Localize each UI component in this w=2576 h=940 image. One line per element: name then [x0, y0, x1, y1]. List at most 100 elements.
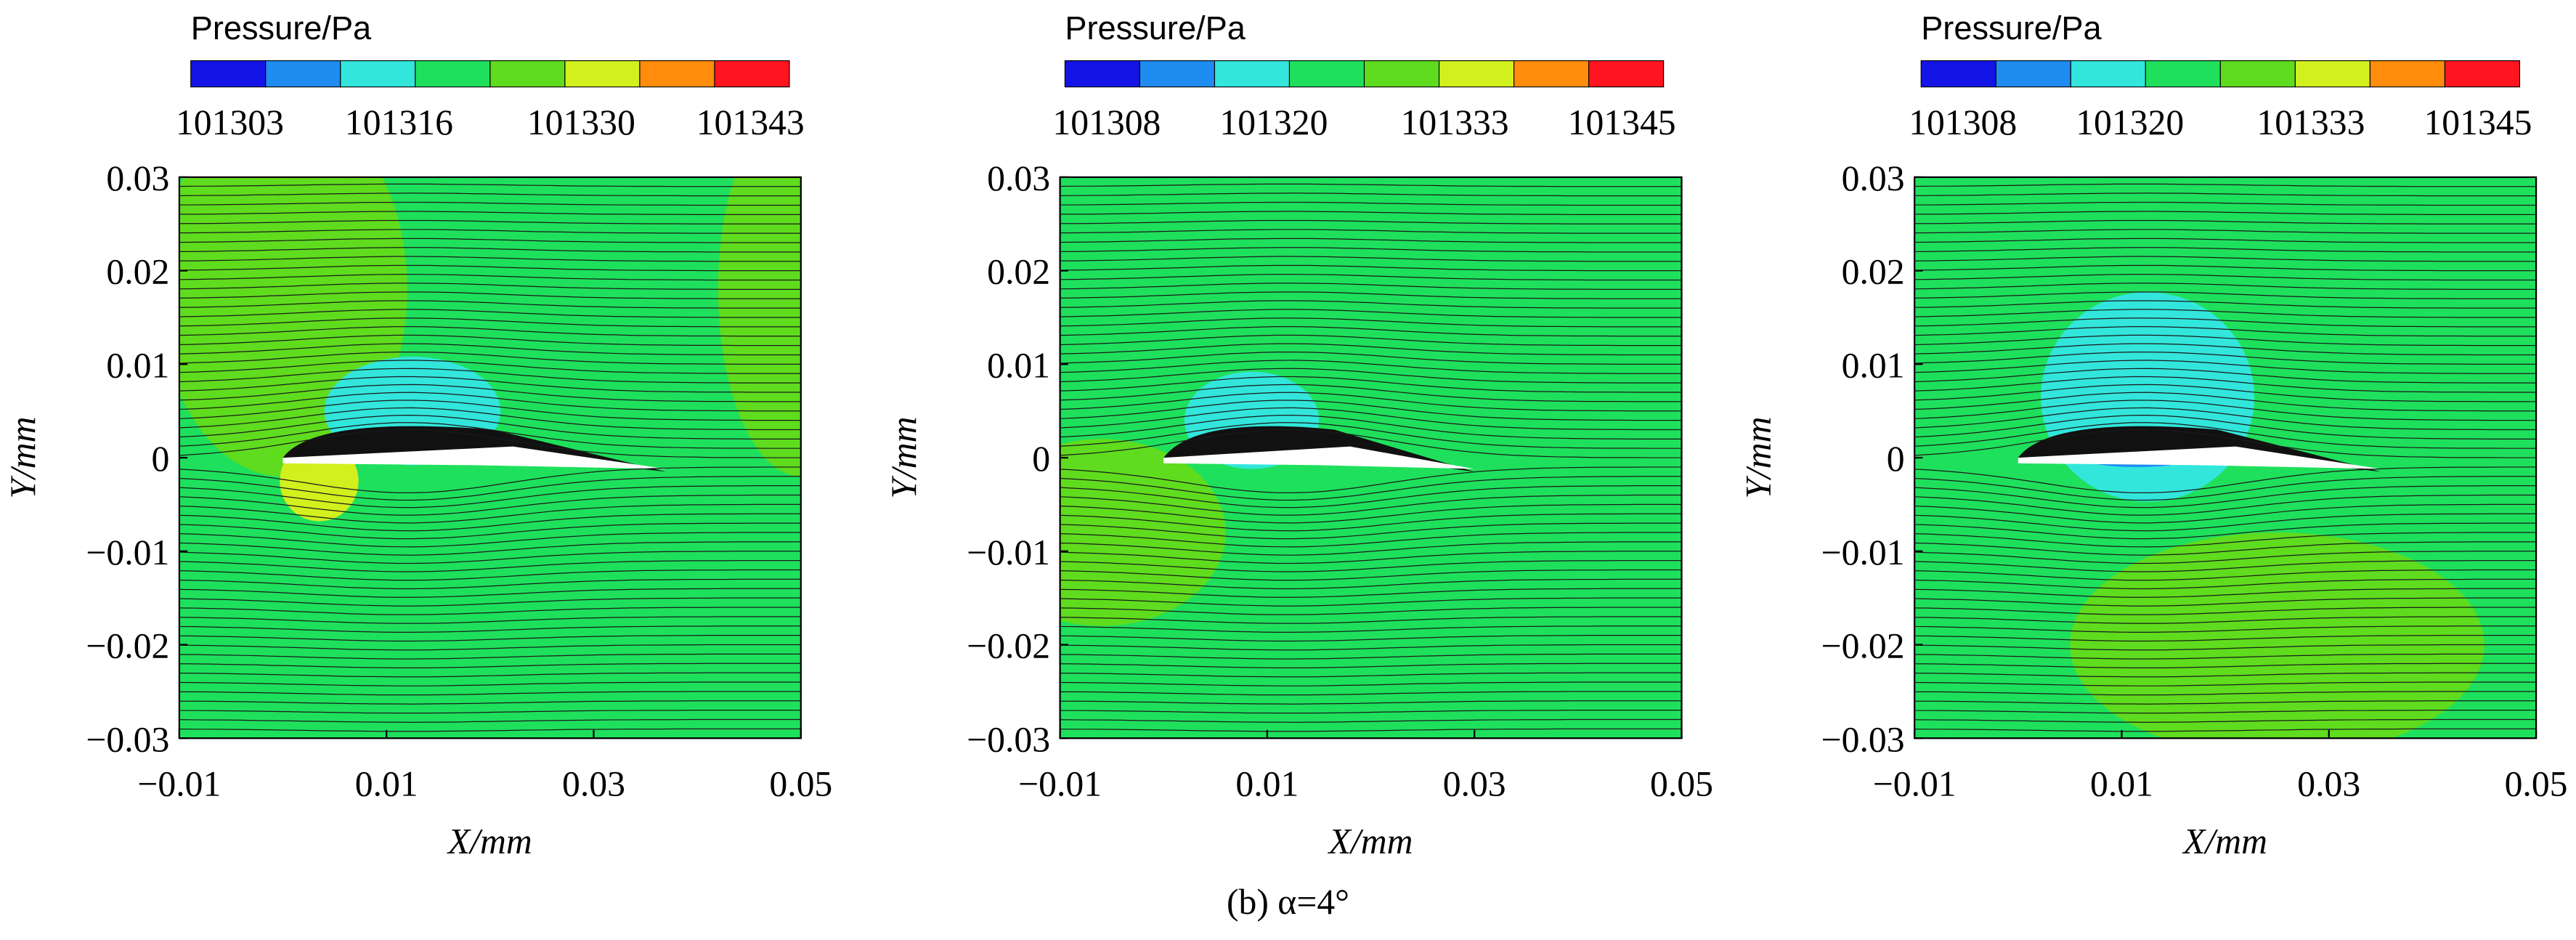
streamline — [1060, 700, 1682, 705]
colorbar-title: Pressure/Pa — [1065, 9, 1246, 46]
airfoil — [2018, 446, 2381, 469]
colorbar-swatch — [1995, 60, 2071, 88]
streamline — [1914, 588, 2537, 598]
streamline — [1914, 653, 2537, 660]
streamline — [1914, 360, 2537, 374]
streamline — [1060, 588, 1682, 598]
y-tick-label: −0.02 — [1821, 626, 1905, 666]
streamline — [1060, 709, 1682, 714]
streamline — [179, 183, 801, 187]
streamline — [1914, 238, 2537, 243]
streamline — [1060, 541, 1682, 556]
streamline — [179, 334, 801, 347]
streamline — [179, 317, 801, 328]
field — [1060, 177, 1682, 750]
streamline — [1060, 264, 1682, 272]
streamline — [1060, 560, 1682, 572]
x-tick-label: −0.01 — [1873, 763, 1957, 803]
streamline — [1060, 691, 1682, 696]
streamline — [179, 238, 801, 243]
streamline — [179, 256, 801, 262]
y-tick-label: 0.01 — [987, 345, 1050, 385]
streamline — [1914, 193, 2537, 197]
streamline — [179, 368, 801, 384]
colorbar-tick-label: 101333 — [2256, 102, 2365, 142]
streamline — [179, 400, 801, 421]
streamline — [1060, 663, 1682, 668]
streamline — [1914, 219, 2537, 224]
streamline — [1060, 625, 1682, 633]
x-tick-label: 0.05 — [2505, 763, 2568, 803]
streamline — [1914, 728, 2537, 732]
streamline — [179, 494, 801, 516]
colorbar-swatch — [714, 60, 790, 88]
streamline — [1060, 644, 1682, 651]
streamline — [1060, 256, 1682, 262]
streamline — [179, 700, 801, 705]
streamline — [1060, 300, 1682, 309]
colorbar-swatch — [1214, 60, 1291, 88]
streamline — [1060, 532, 1682, 548]
streamline — [179, 522, 801, 540]
streamline — [1914, 672, 2537, 678]
streamline — [1060, 747, 1682, 750]
streamline — [1914, 560, 2537, 572]
y-tick-label: 0 — [1032, 439, 1050, 479]
streamline — [1914, 681, 2537, 686]
streamline — [1914, 663, 2537, 668]
colorbar-tick-label: 101320 — [2076, 102, 2184, 142]
streamline — [1060, 211, 1682, 216]
streamline — [179, 718, 801, 723]
streamline — [1060, 466, 1682, 494]
streamline — [179, 588, 801, 598]
colorbar-tick-label: 101308 — [1909, 102, 2017, 142]
streamline — [1914, 368, 2537, 384]
streamline — [1060, 376, 1682, 393]
streamline — [179, 672, 801, 678]
y-tick-label: −0.03 — [967, 719, 1050, 759]
streamline — [1060, 317, 1682, 328]
streamline — [179, 422, 801, 449]
streamline — [179, 414, 801, 439]
streamline — [179, 616, 801, 624]
streamline — [1060, 513, 1682, 532]
streamline — [1060, 352, 1682, 365]
colorbar-swatch — [1920, 60, 1996, 88]
streamline — [1060, 718, 1682, 723]
streamline — [1060, 193, 1682, 197]
streamline — [1914, 597, 2537, 607]
streamline — [1060, 219, 1682, 224]
streamline — [1914, 229, 2537, 234]
streamline — [179, 597, 801, 607]
streamline — [1914, 352, 2537, 365]
streamline — [179, 560, 801, 572]
colorbar-swatch — [1139, 60, 1216, 88]
streamline — [1060, 407, 1682, 431]
streamline — [1914, 691, 2537, 696]
streamline — [1060, 384, 1682, 402]
streamline — [1060, 400, 1682, 421]
x-axis-label: X/mm — [2182, 821, 2267, 861]
streamline — [179, 644, 801, 651]
streamline — [1060, 616, 1682, 624]
streamline — [1060, 551, 1682, 564]
streamline — [1914, 718, 2537, 723]
streamline — [179, 578, 801, 590]
colorbar-swatch — [564, 60, 641, 88]
x-axis-label: X/mm — [447, 821, 532, 861]
colorbar-tick-label: 101343 — [696, 102, 805, 142]
colorbar-swatch — [1588, 60, 1665, 88]
y-tick-label: 0.02 — [987, 252, 1050, 292]
streamline — [1914, 709, 2537, 714]
streamline — [1914, 317, 2537, 328]
y-tick-label: −0.01 — [86, 532, 169, 572]
streamline — [1914, 247, 2537, 253]
y-axis-label: Y/mm — [3, 416, 43, 498]
colorbar-swatch — [1288, 60, 1365, 88]
pressure-region — [1060, 439, 1226, 626]
colorbar-swatch — [1513, 60, 1590, 88]
colorbar-swatch — [2070, 60, 2146, 88]
x-tick-label: 0.01 — [1235, 763, 1299, 803]
y-axis-label: Y/mm — [884, 416, 924, 498]
streamline — [1060, 429, 1682, 458]
